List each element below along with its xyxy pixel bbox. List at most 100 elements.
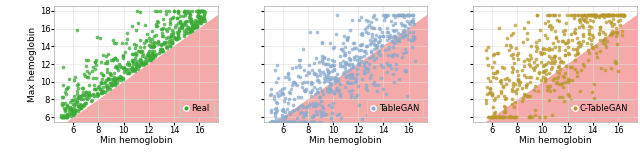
Point [489,116,499,118]
Point [541,73,551,75]
Point [508,57,518,60]
Point [356,33,366,35]
Point [352,68,362,70]
Point [554,20,564,23]
Point [72,89,83,92]
Point [567,66,577,68]
Point [281,114,291,117]
Point [100,81,110,84]
Point [179,11,189,14]
Point [590,14,600,16]
Point [584,33,594,35]
Point [536,61,546,63]
Point [344,57,354,60]
Point [123,71,133,74]
Point [540,80,550,82]
Point [573,14,583,16]
Point [102,86,112,88]
Point [271,120,281,123]
Point [79,103,90,106]
Point [378,14,388,16]
Point [510,100,520,103]
Point [499,85,509,88]
Point [66,109,76,112]
Point [531,41,541,43]
Point [391,29,401,31]
Point [164,39,174,42]
Point [400,47,410,50]
Point [402,20,412,23]
Point [131,66,141,68]
Point [326,59,337,62]
Point [200,19,210,22]
Point [316,120,326,123]
Point [375,38,385,41]
Point [182,26,193,28]
Point [379,19,389,21]
Point [70,110,81,113]
Point [72,93,82,96]
Point [199,13,209,16]
Point [614,14,625,16]
Point [68,112,78,115]
Point [584,25,594,27]
Point [518,41,528,44]
Point [112,77,122,79]
Point [68,103,78,106]
Point [109,76,119,79]
Point [115,64,125,67]
Point [289,120,299,123]
Point [324,104,334,107]
Point [118,76,128,79]
Point [529,61,540,63]
Point [324,86,335,88]
Point [561,22,571,24]
Point [384,45,394,48]
Point [180,13,190,16]
Point [153,41,163,43]
Point [196,10,206,12]
Point [272,109,282,111]
Point [131,53,141,55]
Point [327,112,337,115]
Point [150,54,160,56]
Point [324,78,335,80]
Point [504,115,515,118]
Point [106,59,116,62]
Point [118,54,129,57]
Point [109,78,119,80]
Point [57,103,67,106]
Point [541,47,551,50]
Point [609,14,619,16]
Point [399,31,410,33]
Point [387,55,397,57]
X-axis label: Min hemoglobin: Min hemoglobin [518,136,591,145]
Point [84,91,94,94]
Point [335,83,345,85]
Point [105,72,115,74]
Point [290,83,300,85]
Point [531,47,541,49]
Point [538,76,548,78]
Point [358,72,369,74]
Point [591,45,601,47]
Point [518,64,529,67]
Point [604,14,614,16]
Point [335,54,346,57]
Point [353,63,364,66]
Point [523,95,533,97]
Point [491,116,501,118]
Point [295,59,305,62]
Point [559,54,570,56]
Point [289,120,300,123]
Point [563,78,573,80]
Point [130,51,140,54]
Point [509,82,520,85]
Point [487,66,497,69]
Point [369,48,380,51]
Point [142,60,152,62]
Point [607,32,617,35]
Point [66,108,76,110]
Point [292,117,302,120]
Point [375,54,385,56]
